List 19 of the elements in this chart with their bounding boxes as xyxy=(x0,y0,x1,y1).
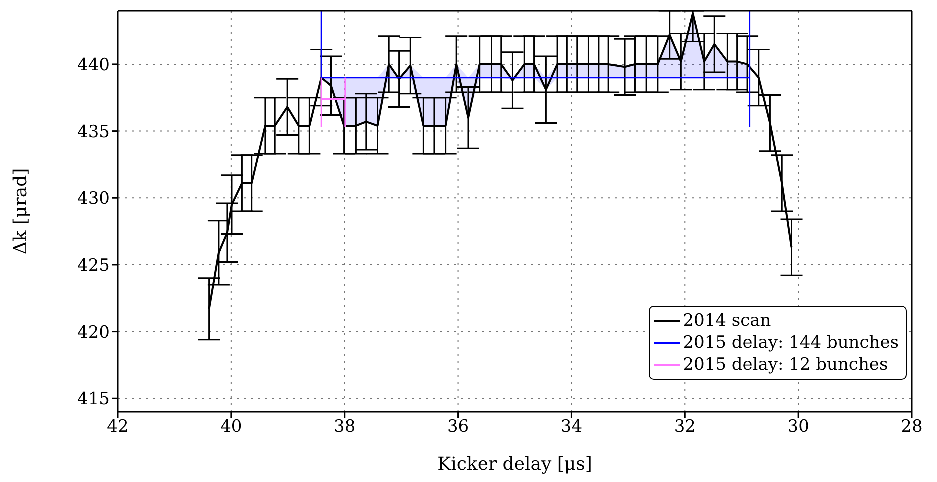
y-tick-label: 415 xyxy=(78,390,110,410)
y-tick-label: 440 xyxy=(78,56,110,76)
y-axis-title: Δk [μrad] xyxy=(10,168,32,255)
legend-label: 2015 delay: 12 bunches xyxy=(683,354,888,376)
x-tick-label: 36 xyxy=(447,417,470,438)
y-tick-label: 420 xyxy=(78,322,110,343)
y-tick-label: 430 xyxy=(78,189,110,210)
y-tick-label: 435 xyxy=(78,122,110,142)
x-tick-label: 30 xyxy=(788,417,810,438)
legend-label: 2014 scan xyxy=(683,310,772,332)
x-tick-label: 32 xyxy=(674,417,696,438)
x-tick-label: 40 xyxy=(220,417,242,438)
x-axis-title: Kicker delay [μs] xyxy=(438,454,592,475)
x-tick-label: 38 xyxy=(334,417,356,438)
x-tick-label: 34 xyxy=(560,417,583,438)
y-tick-label: 425 xyxy=(78,256,110,276)
legend-label: 2015 delay: 144 bunches xyxy=(683,332,899,354)
x-tick-label: 28 xyxy=(901,417,923,438)
x-tick-label: 42 xyxy=(107,417,129,438)
